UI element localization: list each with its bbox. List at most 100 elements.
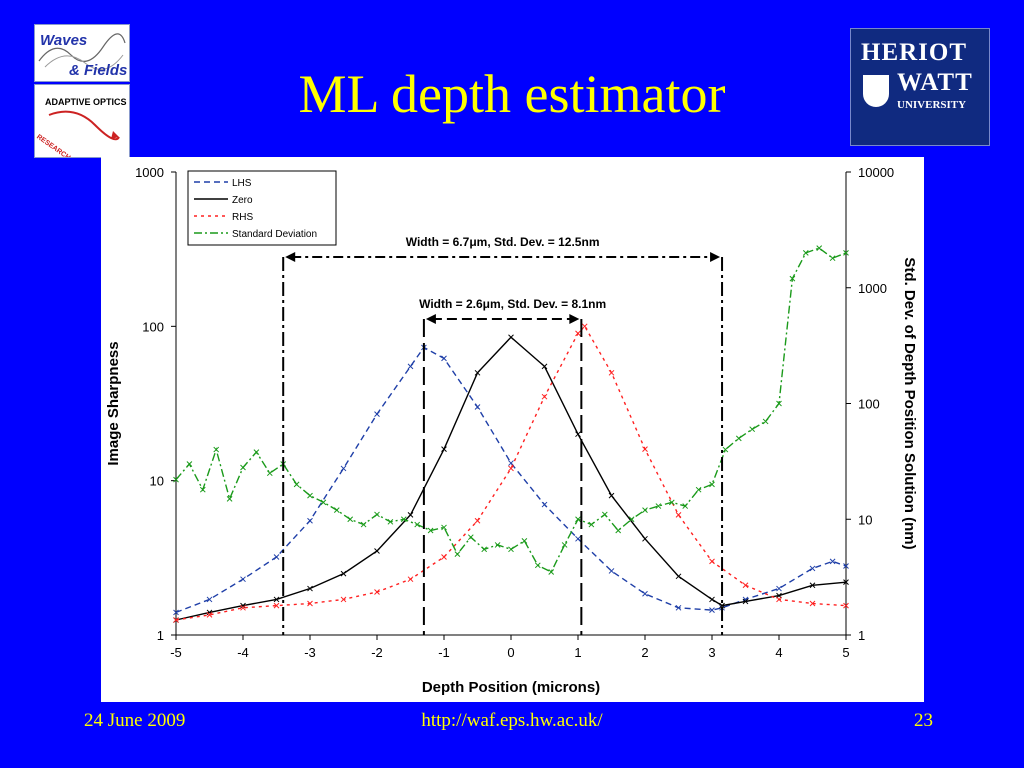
heriot-watt-text-line1: HERIOT [861,39,968,66]
data-point [802,250,809,256]
data-point-stroke [655,503,662,509]
data-point [374,589,380,595]
data-point-stroke [374,589,380,595]
waves-fields-text-line1: Waves [40,32,87,49]
data-point-stroke [508,465,514,472]
data-point-stroke [735,435,742,442]
data-point-stroke [320,499,327,506]
data-point [655,503,662,509]
data-point [521,538,528,544]
data-point [816,245,823,251]
data-point-stroke [843,579,849,586]
data-point [575,431,581,438]
data-point [407,363,414,370]
data-point-stroke [561,542,568,548]
data-point [467,534,474,541]
data-point [561,542,568,548]
data-point [675,573,682,580]
adaptive-optics-logo: ADAPTIVE OPTICS RESEARCH [34,84,130,162]
data-point [206,596,213,603]
data-point [173,476,179,483]
data-point [642,507,648,513]
data-point-stroke [407,363,414,370]
data-point [809,565,816,572]
data-point-stroke [608,492,615,499]
data-point-stroke [709,481,715,488]
data-point [347,516,354,523]
data-point-stroke [722,446,729,453]
data-point [213,446,220,453]
data-point-stroke [776,400,782,407]
data-point-stroke [534,562,541,569]
data-point-stroke [843,602,849,609]
data-point-stroke [675,573,682,580]
data-point [307,492,313,499]
data-point-stroke [240,576,246,583]
data-point [307,517,313,524]
data-point [675,512,682,518]
data-point-stroke [206,609,213,616]
data-point-stroke [454,551,461,557]
data-point [628,516,635,523]
data-point [266,470,273,477]
data-point [441,446,447,453]
data-point [307,600,313,607]
data-point [642,535,648,542]
data-point-stroke [206,612,213,618]
data-point-stroke [333,507,340,513]
data-point [742,582,749,589]
y2-axis-label: Std. Dev. of Depth Position Solution (nm… [901,257,918,549]
data-point-stroke [266,470,273,477]
data-point [340,465,347,472]
data-point [776,400,782,407]
data-point-stroke [441,355,447,362]
y2-tick-label: 10 [858,512,872,527]
data-point [206,612,213,618]
data-point [407,576,414,583]
heriot-watt-text-line2: WATT [897,69,973,96]
research-text: RESEARCH [35,134,71,157]
data-point-stroke [809,582,816,589]
waves-fields-logo: Waves & Fields [34,24,130,82]
data-point-stroke [441,446,447,453]
data-point [427,527,434,534]
heriot-watt-logo: HERIOT WATT UNIVERSITY [850,28,990,146]
data-point-stroke [628,516,635,523]
data-point [273,596,280,603]
data-point-stroke [608,568,615,574]
data-point-stroke [541,393,548,400]
y2-tick-label: 1000 [858,281,887,296]
data-point-stroke [776,585,782,592]
data-point [719,602,725,609]
data-point [581,323,588,330]
data-point-stroke [508,334,514,341]
data-point [776,596,782,603]
x-tick-label: 3 [708,645,715,660]
data-point-stroke [273,554,280,560]
data-point [615,527,622,534]
data-point-stroke [474,517,481,524]
data-point-stroke [340,465,347,472]
adaptive-optics-logo-graphic: ADAPTIVE OPTICS RESEARCH [35,97,126,162]
data-point [273,602,280,609]
data-point [414,521,421,528]
data-point [749,426,756,433]
legend-label: Zero [232,195,253,206]
footer-url[interactable]: http://waf.eps.hw.ac.uk/ [421,710,603,731]
data-point [829,558,836,565]
data-point [776,585,782,592]
series-line-standard-deviation [175,247,847,573]
arrowhead-left-icon [285,252,296,262]
data-point [293,481,300,488]
data-point-stroke [776,596,782,603]
data-point [199,486,206,493]
data-point [735,435,742,442]
data-point-stroke [642,446,648,453]
data-point-stroke [293,481,300,488]
data-point-stroke [307,600,313,607]
data-point-stroke [273,602,280,609]
data-point [843,563,849,569]
wide-width-annotation: Width = 6.7μm, Std. Dev. = 12.5nm [406,235,600,249]
data-point-stroke [387,518,394,525]
slide-title: ML depth estimator [298,64,726,124]
